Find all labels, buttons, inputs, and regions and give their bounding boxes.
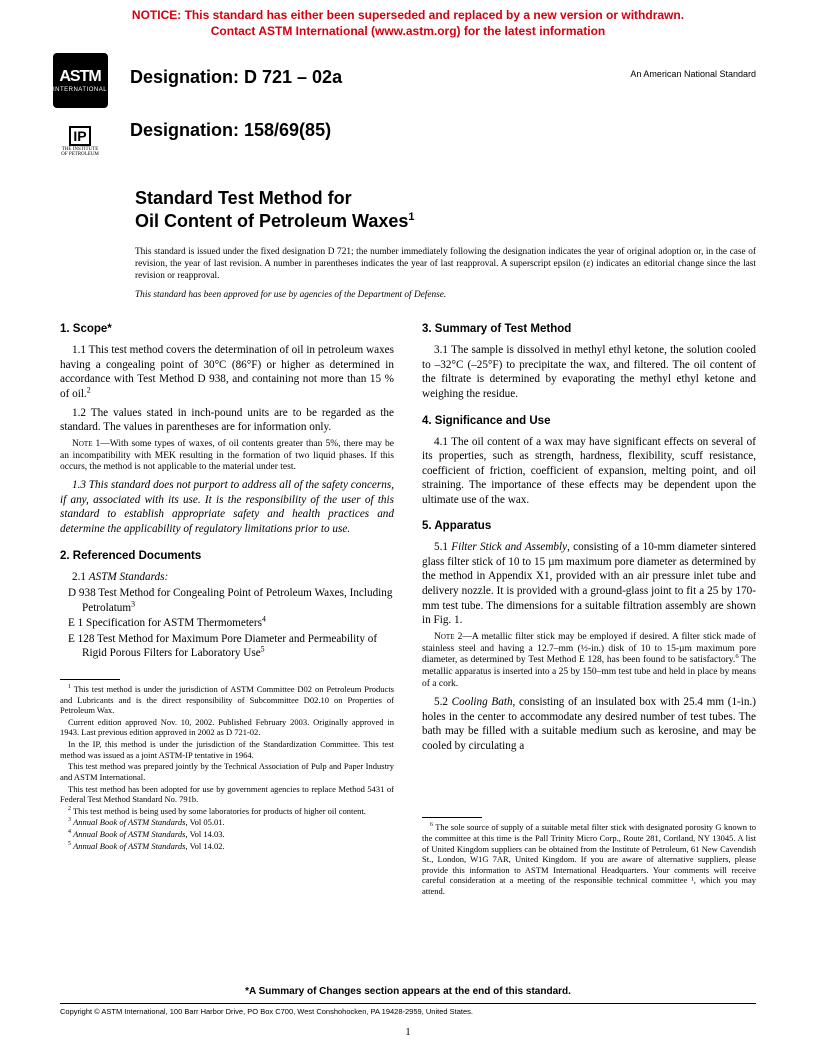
para-1-2: 1.2 The values stated in inch-pound unit… [60,406,394,435]
right-footnotes: 6 The sole source of supply of a suitabl… [422,813,756,896]
ref-d938: D 938 Test Method for Congealing Point o… [60,586,394,615]
page-footer: *A Summary of Changes section appears at… [0,986,816,1038]
para-2-1: 2.1 ASTM Standards: [60,570,394,585]
ans-label: An American National Standard [630,53,756,79]
fn-3: 3 Annual Book of ASTM Standards, Vol 05.… [60,817,394,828]
intro-p2: This standard has been approved for use … [135,290,756,300]
right-column: 3. Summary of Test Method 3.1 The sample… [422,322,756,897]
astm-logo-text: ASTM [59,68,100,86]
left-footnotes: 1 This test method is under the jurisdic… [60,675,394,851]
ip-logo-text: IP [69,126,90,146]
designation-2: Designation: 158/69(85) [130,120,630,141]
fn-4: 4 Annual Book of ASTM Standards, Vol 14.… [60,829,394,840]
document-title: Standard Test Method for Oil Content of … [135,187,756,232]
fn-1b: Current edition approved Nov. 10, 2002. … [60,717,394,738]
fn-6: 6 The sole source of supply of a suitabl… [422,822,756,896]
ref-e128: E 128 Test Method for Maximum Pore Diame… [60,632,394,661]
apparatus-heading: 5. Apparatus [422,519,756,534]
para-4-1: 4.1 The oil content of a wax may have si… [422,435,756,508]
notice-line1: NOTICE: This standard has either been su… [132,8,684,22]
body-columns: 1. Scope* 1.1 This test method covers th… [0,300,816,897]
logo-column: ASTM INTERNATIONAL IP THE INSTITUTE OF P… [50,53,110,157]
summary-changes-note: *A Summary of Changes section appears at… [60,986,756,997]
title-line2: Oil Content of Petroleum Waxes [135,211,408,231]
fn-1e: This test method has been adopted for us… [60,784,394,805]
header: ASTM INTERNATIONAL IP THE INSTITUTE OF P… [0,43,816,157]
fn-2: 2 This test method is being used by some… [60,806,394,817]
title-sup: 1 [408,211,414,223]
title-block: Standard Test Method for Oil Content of … [135,187,756,300]
ref-e1: E 1 Specification for ASTM Thermometers4 [60,616,394,631]
fn-5: 5 Annual Book of ASTM Standards, Vol 14.… [60,841,394,852]
astm-logo: ASTM INTERNATIONAL [53,53,108,108]
fn-1c: In the IP, this method is under the juri… [60,739,394,760]
notice-banner: NOTICE: This standard has either been su… [0,0,816,43]
notice-line2: Contact ASTM International (www.astm.org… [211,24,605,38]
title-line1: Standard Test Method for [135,188,352,208]
para-5-1: 5.1 Filter Stick and Assembly, consistin… [422,540,756,627]
note-2: Note 2—A metallic filter stick may be em… [422,632,756,691]
page-number: 1 [60,1026,756,1038]
para-1-3: 1.3 This standard does not purport to ad… [60,478,394,536]
left-column: 1. Scope* 1.1 This test method covers th… [60,322,394,897]
intro-p1: This standard is issued under the fixed … [135,246,756,282]
para-1-1: 1.1 This test method covers the determin… [60,343,394,401]
designation-1: Designation: D 721 – 02a [130,67,630,88]
scope-heading: 1. Scope* [60,322,394,337]
referenced-heading: 2. Referenced Documents [60,549,394,564]
significance-heading: 4. Significance and Use [422,414,756,429]
para-3-1: 3.1 The sample is dissolved in methyl et… [422,343,756,401]
fn-1a: 1 This test method is under the jurisdic… [60,684,394,716]
note-1: Note 1—With some types of waxes, of oil … [60,439,394,475]
copyright: Copyright © ASTM International, 100 Barr… [60,1003,756,1016]
ip-logo: IP THE INSTITUTE OF PETROLEUM [60,126,100,157]
fn-1d: This test method was prepared jointly by… [60,761,394,782]
designation-column: Designation: D 721 – 02a Designation: 15… [110,53,630,141]
para-5-2: 5.2 Cooling Bath, consisting of an insul… [422,695,756,753]
ip-logo-sub: THE INSTITUTE OF PETROLEUM [60,147,100,157]
astm-logo-sub: INTERNATIONAL [53,87,107,93]
summary-heading: 3. Summary of Test Method [422,322,756,337]
